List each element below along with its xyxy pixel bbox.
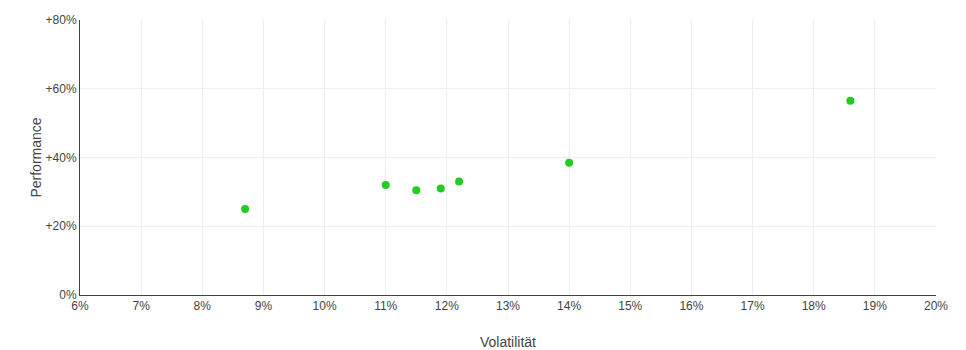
- svg-text:+60%: +60%: [46, 82, 77, 96]
- svg-text:8%: 8%: [194, 299, 212, 313]
- svg-text:16%: 16%: [679, 299, 703, 313]
- svg-text:+40%: +40%: [46, 151, 77, 165]
- svg-text:+20%: +20%: [46, 219, 77, 233]
- svg-text:6%: 6%: [71, 299, 89, 313]
- svg-text:20%: 20%: [924, 299, 948, 313]
- svg-text:9%: 9%: [255, 299, 273, 313]
- svg-text:13%: 13%: [496, 299, 520, 313]
- svg-text:18%: 18%: [802, 299, 826, 313]
- svg-text:14%: 14%: [557, 299, 581, 313]
- svg-text:Performance: Performance: [28, 117, 44, 197]
- svg-text:Volatilität: Volatilität: [480, 334, 536, 350]
- svg-text:+80%: +80%: [46, 13, 77, 27]
- svg-text:19%: 19%: [863, 299, 887, 313]
- svg-text:10%: 10%: [313, 299, 337, 313]
- svg-text:11%: 11%: [374, 299, 397, 313]
- svg-text:17%: 17%: [741, 299, 765, 313]
- svg-text:15%: 15%: [618, 299, 642, 313]
- svg-text:12%: 12%: [435, 299, 459, 313]
- svg-text:7%: 7%: [132, 299, 150, 313]
- svg-text:0%: 0%: [59, 288, 77, 302]
